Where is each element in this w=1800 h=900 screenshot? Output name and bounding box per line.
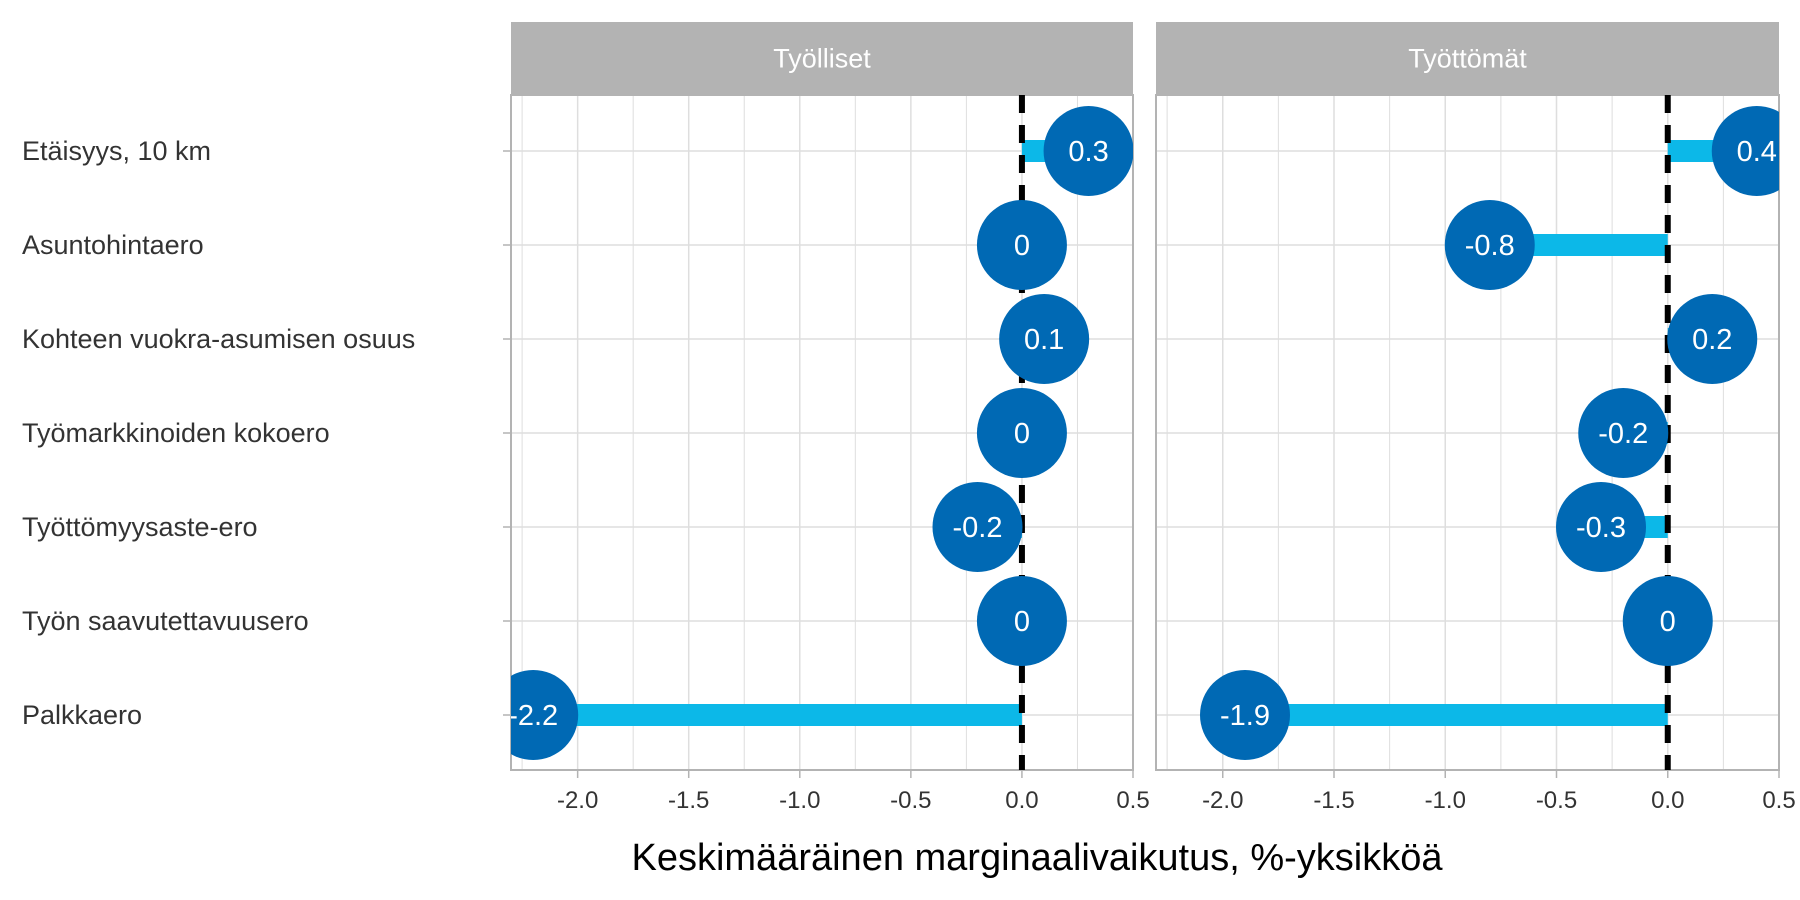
panel-marks: 0.3 0 0.1 0 -0.2 0 -2.2 [508,95,1133,770]
lollipop-dot [999,294,1090,384]
data-label: -1.9 [1220,700,1270,732]
lollipop-dot [976,388,1067,478]
data-label: -2.2 [508,700,558,732]
panel-marks: 0.4 -0.8 0.2 -0.2 -0.3 0 -1.9 [1200,95,1779,770]
data-label: -0.2 [1598,418,1648,450]
data-label: 0.1 [1024,324,1064,356]
x-axis-title: Keskimääräinen marginaalivaikutus, %-yks… [631,837,1443,879]
data-label: 0 [1014,606,1030,638]
panel-2: Työttömät-2.0 -1.5 -1.0 -0.5 0.0 0.50.4-0.80.… [1155,22,1796,814]
panel-grid [1156,95,1780,770]
data-label: 0.2 [1692,324,1732,356]
data-label: 0 [1014,418,1030,450]
panel-strip [1156,22,1779,95]
lollipop-dot [1622,576,1713,666]
x-tick-label: -0.5 [1536,787,1577,814]
x-tick-label: 0.0 [1005,787,1038,814]
lollipop-dot [1578,388,1669,478]
category-label: Työttömyysaste-ero [22,512,258,542]
x-tick-label: -0.5 [890,787,931,814]
lollipop-dot [1556,482,1646,572]
panel-1: Työlliset -2.0 -1.5 -1.0 -0.5 0.0 0.5 0.3 0 0.1 0 -… [508,22,1150,814]
data-label: 0 [1660,606,1676,638]
lollipop-dot [1667,294,1758,384]
category-label: Työn saavutettavuusero [22,606,309,636]
data-label: 0 [1014,230,1030,262]
lollipop-dot [1043,106,1133,196]
data-label: -0.2 [953,512,1003,544]
panels-layer: Työlliset -2.0 -1.5 -1.0 -0.5 0.0 0.5 0.3 0 0.1 0 -… [508,22,1796,814]
lollipop-dot [1711,106,1779,196]
data-label: 0.3 [1068,136,1108,168]
panel-strip-label: Työlliset [773,44,871,74]
x-tick-label: -1.0 [779,787,820,814]
lollipop-dot [932,482,1023,572]
panel-strip-label: Työttömät [1408,44,1527,74]
category-label: Palkkaero [22,700,142,730]
x-tick-label: -2.0 [557,787,598,814]
category-label: Työmarkkinoiden kokoero [22,418,330,448]
panel-strip [511,22,1133,95]
lollipop-dot [976,200,1067,290]
panel-border [1155,94,1780,771]
x-tick-label: 0.5 [1762,787,1795,814]
x-tick-label: -1.5 [1313,787,1354,814]
x-tick-label: 0.5 [1116,787,1149,814]
data-label: -0.8 [1465,230,1515,262]
category-label: Etäisyys, 10 km [22,136,211,166]
x-tick-label: -1.5 [668,787,709,814]
data-label: 0.4 [1737,136,1777,168]
x-tick-label: -2.0 [1202,787,1243,814]
lollipop-dot [511,670,579,760]
data-label: -0.3 [1576,512,1626,544]
category-label: Kohteen vuokra-asumisen osuus [22,324,415,354]
lollipop-dot [1200,670,1290,760]
lollipop-dot [976,576,1067,666]
lollipop-dot [1444,200,1535,290]
category-label: Asuntohintaero [22,230,204,260]
x-tick-label: -1.0 [1425,787,1466,814]
x-tick-label: 0.0 [1651,787,1684,814]
category-labels-layer: Etäisyys, 10 km Asuntohintaero Kohteen vuo… [22,136,511,730]
